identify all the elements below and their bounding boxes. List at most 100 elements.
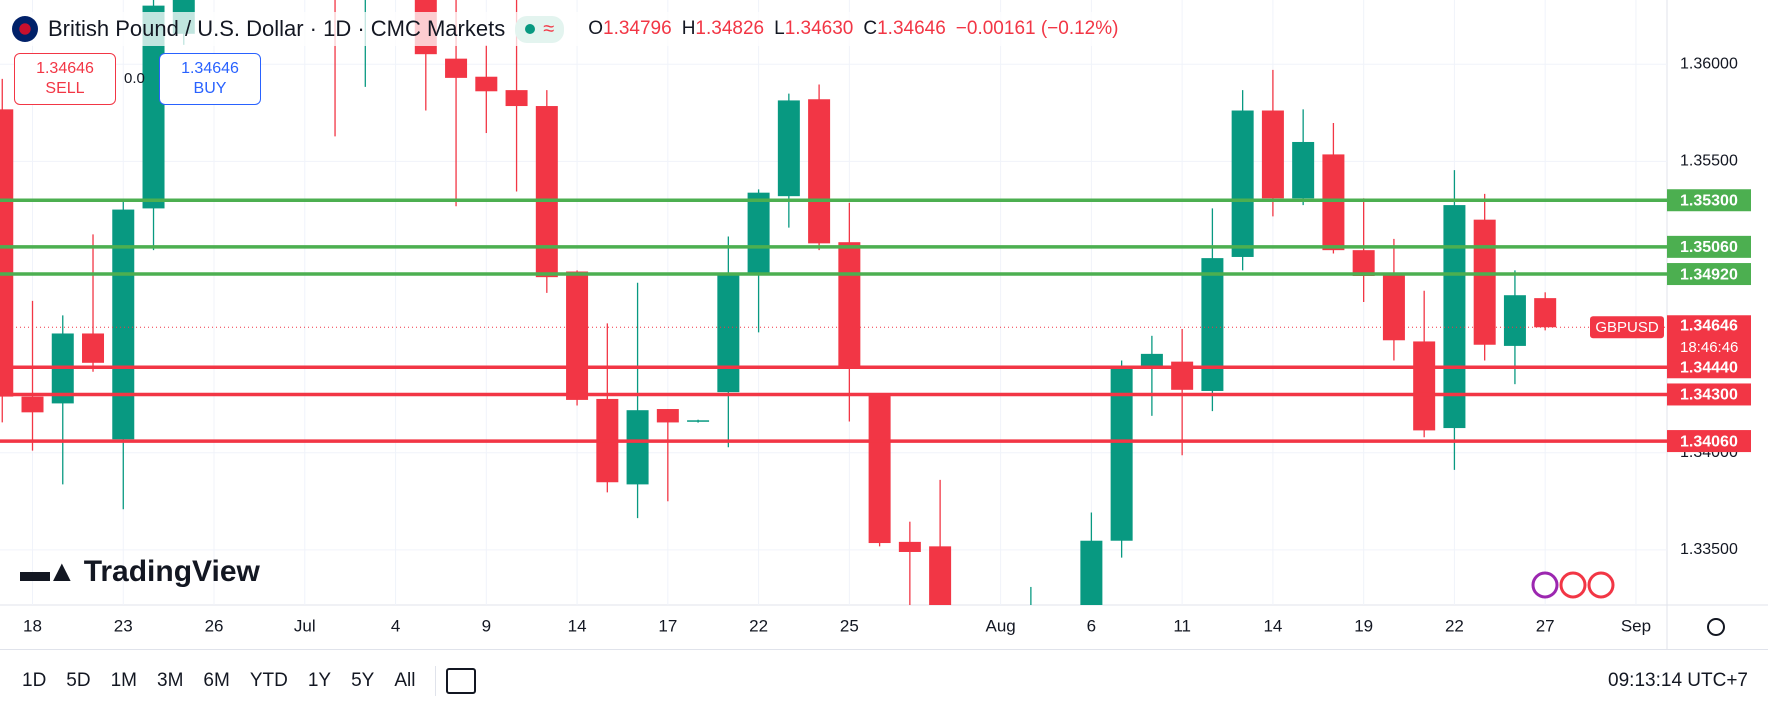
candle-body	[808, 99, 831, 244]
indicator: ≈	[543, 17, 555, 40]
x-tick-label: 4	[391, 616, 400, 635]
candle-body	[1534, 298, 1557, 328]
current-price-label: 1.34646	[1680, 317, 1738, 334]
x-tick-label: Jul	[294, 616, 316, 635]
candle-body	[777, 100, 800, 197]
sell-label: SELL	[45, 80, 85, 97]
level-label: 1.34440	[1680, 359, 1738, 376]
candle-body	[1261, 110, 1284, 199]
level-label: 1.35060	[1680, 239, 1738, 256]
timeframe-button[interactable]: 5D	[66, 670, 91, 691]
candle-body	[1080, 540, 1103, 605]
y-tick-label: 1.33500	[1680, 541, 1738, 558]
toolbar: 1D 5D 1M 3M 6M YTD 1Y 5Y All 09:13:14 UTC+7	[0, 649, 1768, 712]
x-tick-label: 6	[1087, 616, 1096, 635]
clock: 09:13:14 UTC+7	[1608, 670, 1748, 691]
candle-body	[535, 106, 558, 278]
ohlc-item: C1.34646	[863, 18, 945, 40]
ohlc-value: 1.34646	[877, 18, 946, 39]
timeframe-button[interactable]: 1D	[22, 670, 47, 691]
candle-body	[838, 242, 861, 367]
ohlc-key: C	[863, 18, 878, 39]
symbol-tag-box	[1590, 316, 1664, 339]
timeframe-button[interactable]: 5Y	[351, 670, 375, 691]
candle-body	[1443, 205, 1466, 429]
timeframe-button[interactable]: 1M	[110, 670, 137, 691]
settings-icon[interactable]	[1707, 618, 1725, 636]
ohlc-value: 1.34630	[784, 18, 854, 39]
current-price-box	[1667, 315, 1751, 362]
timeframes: 1D 5D 1M 3M 6M YTD 1Y 5Y All	[12, 670, 425, 692]
status-pill[interactable]: ≈	[515, 15, 565, 43]
ohlc-item: O1.34796	[588, 18, 671, 40]
x-tick-label: 22	[1445, 616, 1464, 635]
timeframe-button[interactable]: YTD	[249, 670, 288, 691]
candle-body	[1292, 141, 1315, 199]
ohlc-item: L1.34630	[774, 18, 853, 40]
candle-body	[747, 192, 770, 273]
flag-icon[interactable]	[1587, 571, 1615, 599]
level-label-box	[1667, 430, 1751, 453]
candle-body	[1231, 110, 1254, 257]
candle-body	[1322, 154, 1345, 251]
level-label-box	[1667, 235, 1751, 258]
level-label-box	[1667, 189, 1751, 212]
x-tick-label: 17	[658, 616, 677, 635]
candle-body	[868, 393, 891, 544]
candle-body	[929, 546, 952, 605]
level-label: 1.34060	[1680, 433, 1738, 450]
x-tick-label: 26	[205, 616, 224, 635]
buy-button[interactable]: 1.34646 BUY	[159, 53, 261, 105]
level-label-box	[1667, 263, 1751, 286]
candle-body	[626, 410, 649, 485]
candle-body	[1413, 341, 1436, 431]
x-tick-label: 19	[1354, 616, 1373, 635]
x-tick-label: 9	[482, 616, 491, 635]
level-label: 1.34920	[1680, 266, 1738, 283]
candle-body	[445, 58, 468, 78]
candle-body	[1140, 353, 1163, 367]
timeframe-button[interactable]: 3M	[157, 670, 184, 691]
sell-price: 1.34646	[36, 60, 94, 77]
timeframe-button[interactable]: All	[394, 670, 416, 691]
candle-body	[687, 420, 710, 422]
y-tick-label: 1.35500	[1680, 153, 1738, 170]
buy-price: 1.34646	[181, 60, 239, 77]
x-tick-label: Sep	[1621, 616, 1651, 635]
candle-body	[1382, 272, 1405, 341]
candle-body	[505, 90, 528, 107]
flag-icon[interactable]	[1559, 571, 1587, 599]
candle-body	[1201, 258, 1224, 391]
countdown-label: 18:46:46	[1680, 339, 1738, 356]
candle-body	[21, 396, 44, 413]
candle-body	[898, 541, 921, 552]
candle-body	[1352, 250, 1375, 276]
candle-body	[475, 76, 498, 92]
timeframe-button[interactable]: 6M	[203, 670, 230, 691]
symbol-flag	[12, 16, 38, 42]
x-tick-label: Aug	[985, 616, 1015, 635]
ohlc-value: 1.34826	[695, 18, 765, 39]
logo: ▬▲ TradingView	[20, 555, 260, 589]
event-icon[interactable]	[1531, 571, 1559, 599]
candle-body	[656, 409, 679, 423]
ohlc-change: −0.00161 (−0.12%)	[955, 18, 1119, 39]
symbol-title: British Pound / U.S. Dollar · 1D · CMC M…	[48, 16, 506, 41]
logo-text: TradingView	[83, 555, 260, 588]
x-tick-label: 27	[1536, 616, 1555, 635]
date-range-icon[interactable]	[446, 668, 477, 694]
buy-label: BUY	[193, 80, 227, 97]
ohlc-key: O	[588, 18, 603, 39]
logo-mark: ▬▲	[20, 555, 77, 588]
sell-button[interactable]: 1.34646 SELL	[14, 53, 116, 105]
level-label-box	[1667, 383, 1751, 406]
candle-body	[0, 109, 14, 397]
level-label: 1.35300	[1680, 192, 1738, 209]
spread: 0.0	[124, 70, 145, 87]
timeframe-button[interactable]: 1Y	[307, 670, 332, 691]
x-tick-label: 23	[114, 616, 133, 635]
level-label-box	[1667, 356, 1751, 379]
x-tick-label: 22	[749, 616, 768, 635]
